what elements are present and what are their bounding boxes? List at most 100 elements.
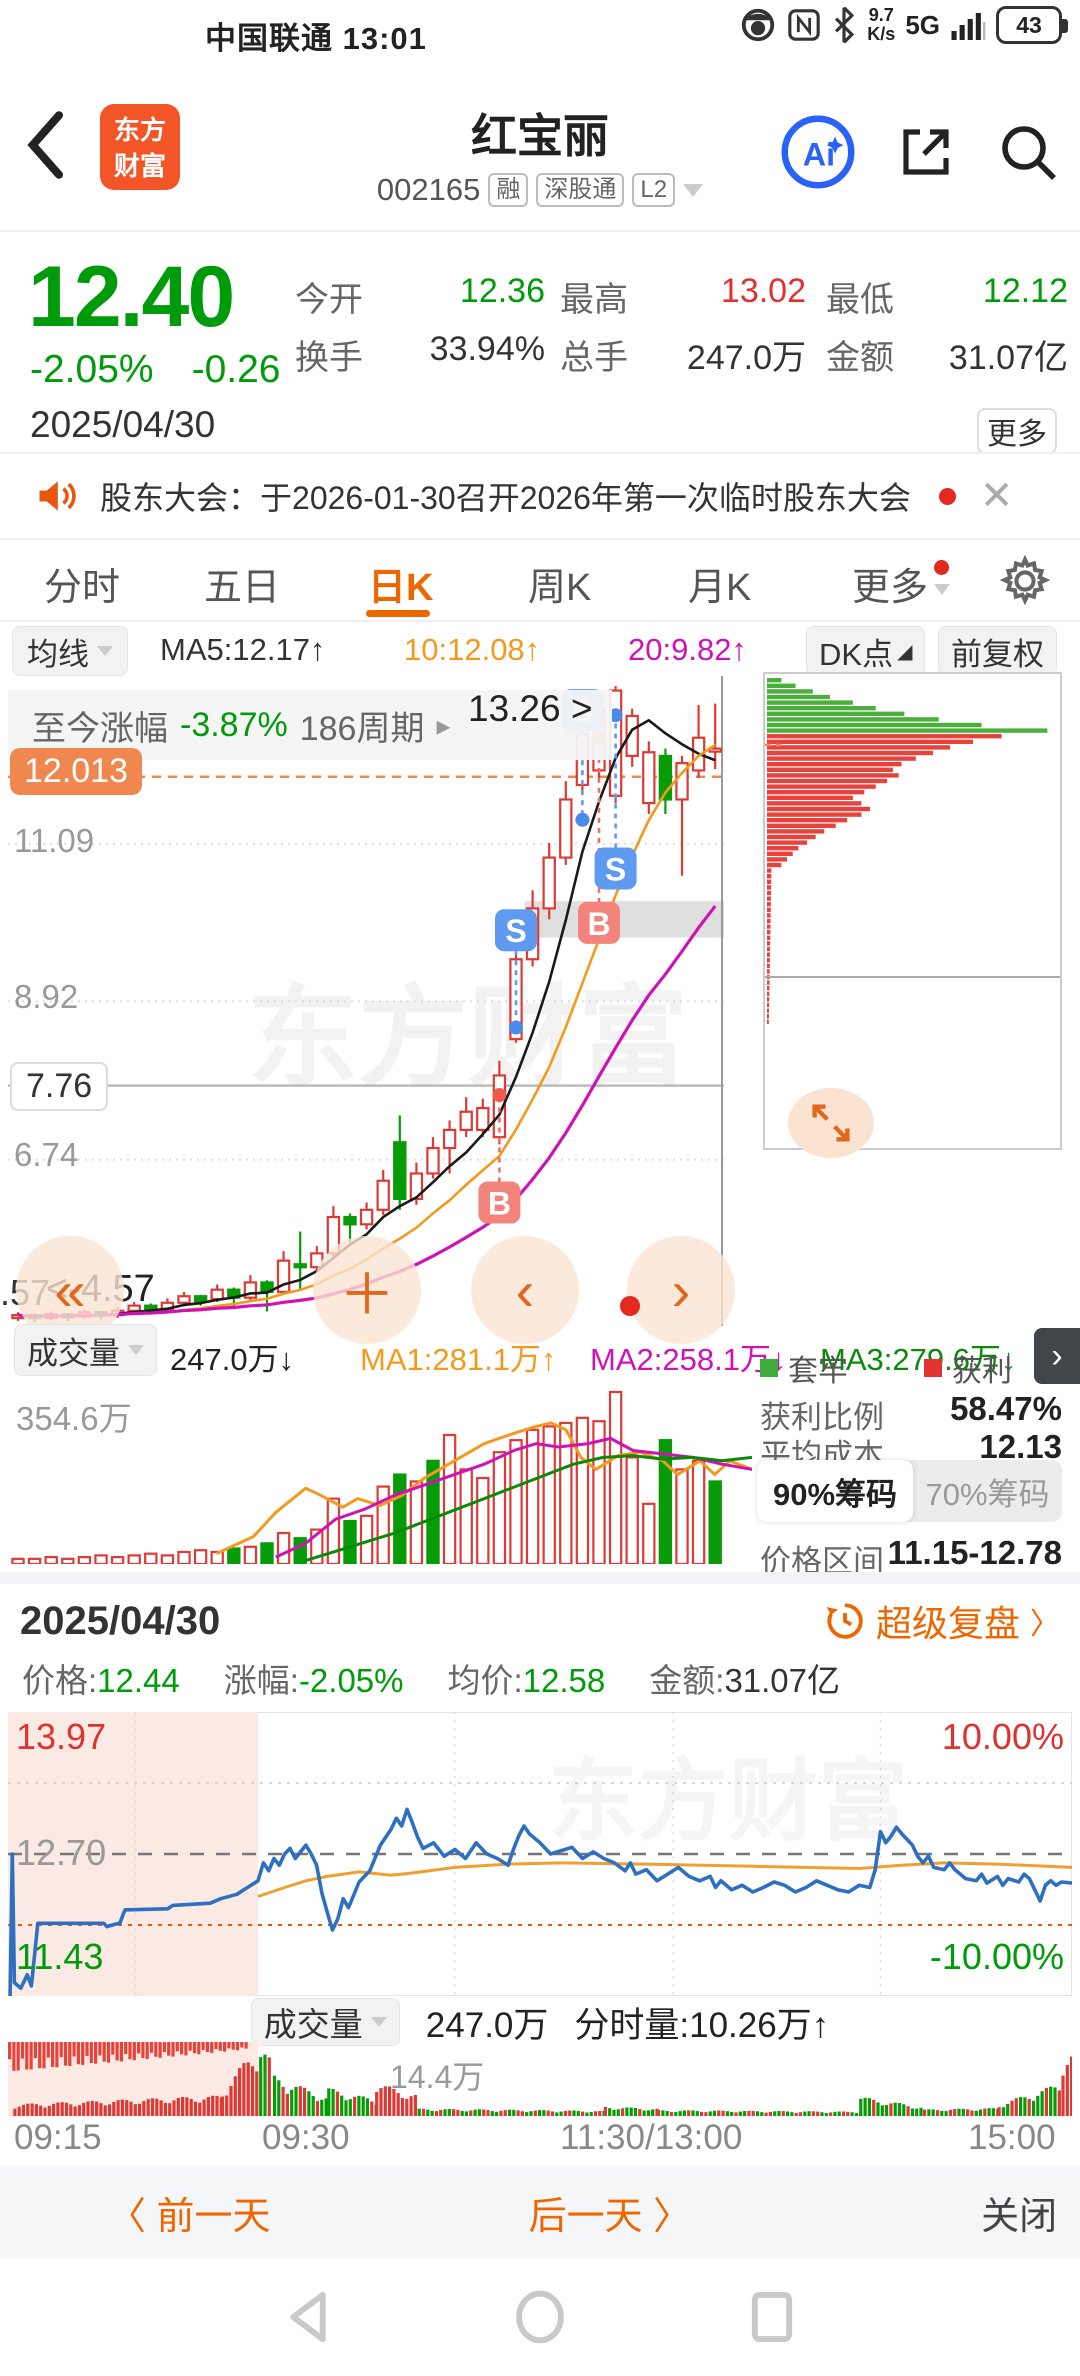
volume-scroll-button[interactable]: › [1034, 1328, 1080, 1384]
tab-daily-k[interactable]: 日K [368, 567, 434, 609]
quote-field-value: 12.12 [982, 272, 1068, 310]
ai-assistant-button[interactable]: Ai [780, 114, 856, 190]
quote-field-label: 最高 [560, 281, 628, 319]
minute-volume-header: 成交量 247.0万 分时量:10.26万↑ [0, 1998, 1080, 2046]
fuquan-button[interactable]: 前复权 [938, 626, 1057, 676]
stock-code: 002165 [376, 172, 481, 207]
minute-volume-peak-label: 14.4万 [390, 2059, 485, 2095]
replay-header: 2025/04/30 超级复盘〉 [0, 1572, 1080, 1646]
search-icon[interactable] [996, 120, 1060, 184]
current-price: 12.40 [28, 249, 235, 345]
indicator-red-dot [620, 1296, 640, 1316]
ma-selector[interactable]: 均线 [12, 626, 128, 676]
quote-field-label: 今开 [295, 281, 363, 319]
minute-high-label: 13.97 [16, 1716, 107, 1757]
net-speed: 9.7 K/s [867, 5, 896, 44]
time-tick: 09:15 [14, 2118, 102, 2157]
battery-indicator: 43 [996, 6, 1068, 44]
minute-stat: 金额:31.07亿 [649, 1662, 841, 1699]
minute-chart[interactable]: 东方财富 [8, 1712, 1072, 1996]
tab-weekly-k[interactable]: 周K [528, 567, 592, 609]
quote-field-value: 31.07亿 [948, 339, 1068, 377]
announcement-text: 股东大会：于2026-01-30召开2026年第一次临时股东大会 [100, 480, 911, 516]
minute-pct-high: 10.00% [941, 1716, 1064, 1757]
scroll-left-button[interactable]: ‹ [471, 1236, 579, 1344]
dk-point-button[interactable]: DK点 ◢ [806, 626, 926, 676]
active-tab-underline [366, 610, 430, 617]
close-icon[interactable]: ✕ [979, 474, 1014, 518]
status-bar: 中国联通 13:01 9.7 K/s 5G 43 [0, 0, 1080, 62]
time-tick: 15:00 [968, 2118, 1056, 2157]
price-change: -2.05% -0.26 [30, 348, 281, 391]
more-button[interactable]: 更多 [977, 408, 1057, 454]
announcement-bar[interactable]: 股东大会：于2026-01-30召开2026年第一次临时股东大会 ✕ [0, 452, 1080, 538]
nav-recents-icon[interactable] [747, 2290, 797, 2344]
volume-max-label: 354.6万 [16, 1400, 132, 1437]
svg-text:Ai: Ai [803, 136, 835, 172]
tab-more[interactable]: 更多 [852, 567, 929, 609]
svg-text:S: S [505, 913, 526, 949]
quote-field-value: 13.02 [720, 272, 806, 310]
green-square-icon [760, 1359, 778, 1377]
ma-indicator-row: 均线 MA5:12.17↑ 10:12.08↑ 20:9.82↑ DK点 ◢ 前复… [0, 624, 1080, 680]
y-axis-label: 8.92 [14, 978, 79, 1015]
chip-range-toggle[interactable]: 90%筹码 70%筹码 [757, 1460, 1062, 1522]
next-day-button[interactable]: 后一天 〉 [528, 2195, 692, 2238]
daily-volume-chart[interactable] [8, 1382, 752, 1564]
svg-text:B: B [488, 1186, 511, 1222]
minute-volume-chart[interactable] [8, 2042, 1072, 2116]
bottom-bar: 〈 前一天 后一天 〉 关闭 [0, 2166, 1080, 2258]
toggle-70[interactable]: 70%筹码 [925, 1476, 1050, 1512]
expand-arrows-icon [812, 1104, 850, 1142]
time-tick: 09:30 [262, 2118, 350, 2157]
prev-day-button[interactable]: 〈 前一天 [108, 2195, 271, 2238]
more-tab-dot [934, 560, 949, 575]
y-axis-label: 6.74 [14, 1136, 79, 1173]
nfc-icon [788, 9, 821, 41]
volume-ma3: MA3:279.6万↓ [820, 1342, 1017, 1377]
stock-title: 红宝丽 [471, 110, 609, 162]
tab-5day[interactable]: 五日 [204, 567, 281, 609]
minute-volume-permin: 分时量:10.26万↑ [574, 2005, 830, 2045]
share-icon[interactable] [894, 120, 958, 184]
price-range-value: 11.15-12.78 [887, 1534, 1062, 1571]
volume-ma1: MA1:281.1万↑ [360, 1342, 557, 1377]
tab-monthly-k[interactable]: 月K [688, 567, 752, 609]
stock-subtitle[interactable]: 002165 融 深股通 L2 [0, 172, 1080, 208]
volume-value: 247.0万↓ [170, 1342, 295, 1377]
scroll-right-button[interactable]: › [627, 1236, 735, 1344]
svg-text:S: S [605, 851, 626, 887]
legend-profit: 获利 [924, 1346, 1012, 1390]
nav-back-icon[interactable] [283, 2290, 333, 2344]
quote-date: 2025/04/30 [30, 404, 216, 445]
avg-cost-value: 12.13 [979, 1428, 1062, 1465]
svg-text:B: B [587, 906, 610, 942]
time-axis: 09:15 09:30 11:30/13:00 15:00 [0, 2118, 1080, 2162]
minute-volume-selector[interactable]: 成交量 [250, 1998, 400, 2046]
zoom-in-button[interactable]: ＋ [313, 1236, 421, 1344]
minute-pct-low: -10.00% [929, 1936, 1064, 1977]
super-replay-button[interactable]: 超级复盘〉 [824, 1595, 1060, 1647]
clock-replay-icon [826, 1603, 863, 1639]
back-button[interactable] [22, 110, 68, 180]
expand-button[interactable] [788, 1088, 874, 1158]
volume-selector[interactable]: 成交量 [14, 1324, 157, 1376]
gear-icon[interactable] [998, 554, 1052, 608]
ma20-value: 20:9.82↑ [628, 632, 747, 667]
ref-price-badge: 12.013 [10, 748, 142, 795]
minute-stat: 价格:12.44 [22, 1662, 180, 1699]
close-replay-button[interactable]: 关闭 [981, 2195, 1058, 2238]
quote-field-value: 12.36 [459, 272, 545, 310]
toggle-90[interactable]: 90%筹码 [757, 1460, 913, 1522]
minute-stat: 涨幅:-2.05% [223, 1662, 404, 1699]
quote-field-value: 33.94% [429, 330, 545, 368]
ma5-value: MA5:12.17↑ [160, 632, 326, 667]
profit-ratio-value: 58.47% [950, 1390, 1062, 1427]
nav-home-icon[interactable] [513, 2290, 567, 2344]
more-chevron-icon [934, 584, 950, 595]
eastmoney-logo: 东方 财富 [100, 104, 180, 190]
svg-text:东方财富: 东方财富 [548, 1752, 908, 1852]
tab-minute[interactable]: 分时 [44, 567, 121, 609]
unread-dot [938, 487, 956, 505]
